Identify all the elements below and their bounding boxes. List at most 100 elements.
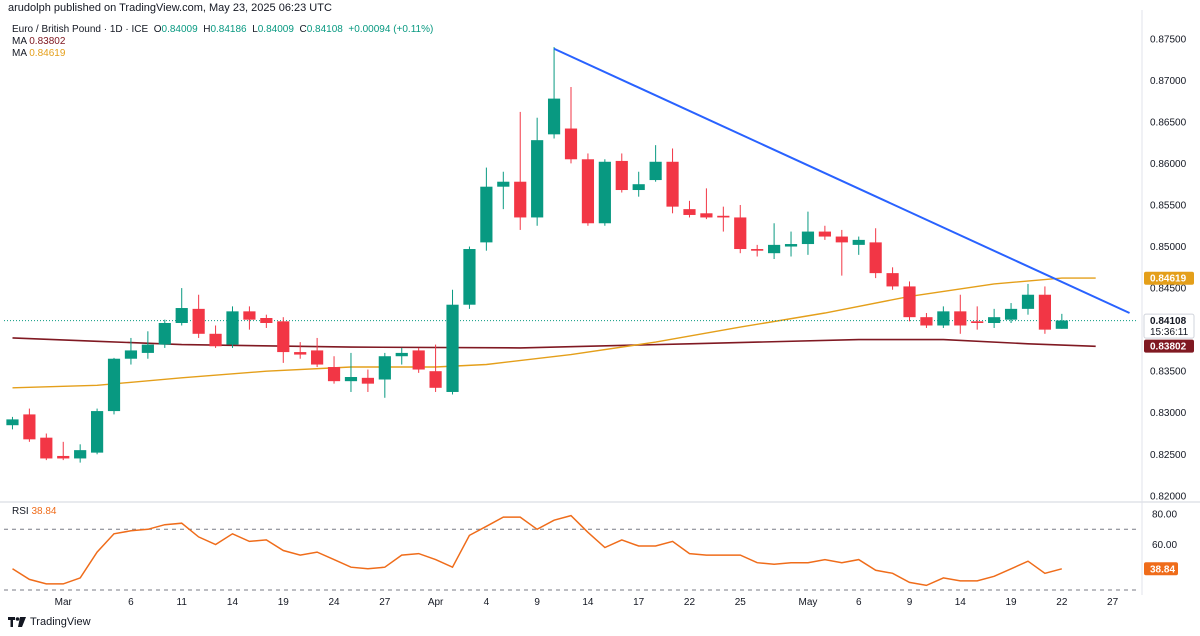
candle xyxy=(209,325,222,348)
candle xyxy=(294,342,307,359)
candle xyxy=(175,288,188,326)
rsi-tick-label: 80.00 xyxy=(1152,510,1177,521)
candle xyxy=(107,357,121,415)
time-tick-label: 22 xyxy=(1056,597,1068,608)
candle xyxy=(90,408,104,455)
open-label: O xyxy=(153,24,162,35)
candle xyxy=(564,86,578,164)
candle xyxy=(226,306,239,348)
time-tick-label: 17 xyxy=(633,597,645,608)
rsi-tick-label: 60.00 xyxy=(1152,540,1177,551)
candle xyxy=(311,337,324,368)
time-tick-label: 4 xyxy=(484,597,490,608)
candle xyxy=(74,444,87,463)
price-badge-ma1: 0.83802 xyxy=(1144,339,1194,353)
candle-body xyxy=(497,181,510,187)
candle-body xyxy=(615,160,628,191)
candle-body xyxy=(1021,294,1035,309)
candle-body xyxy=(90,411,104,453)
candle-body xyxy=(784,244,798,247)
price-axis: 0.820000.825000.830000.835000.840000.845… xyxy=(1150,34,1187,502)
ma2-value: 0.84619 xyxy=(29,48,66,59)
candle-body xyxy=(531,140,544,218)
candle-body xyxy=(751,249,764,251)
candle-body xyxy=(666,161,679,207)
candle xyxy=(954,294,967,334)
trendline-layer xyxy=(553,47,1130,314)
tradingview-logo-icon xyxy=(8,617,26,627)
candle-body xyxy=(564,128,578,160)
candle xyxy=(446,289,459,395)
candle-body xyxy=(344,377,358,382)
candle-body xyxy=(327,367,341,382)
candle xyxy=(649,145,662,182)
candle xyxy=(480,167,493,251)
candle-body xyxy=(886,273,899,287)
candle xyxy=(395,347,408,365)
time-tick-label: 9 xyxy=(907,597,913,608)
high-value: 0.84186 xyxy=(210,24,247,35)
candle-body xyxy=(903,286,916,318)
candle xyxy=(547,47,561,139)
time-tick-label: 27 xyxy=(1107,597,1119,608)
candle-body xyxy=(209,333,222,347)
price-tick-label: 0.85000 xyxy=(1150,242,1187,253)
candle-body xyxy=(818,231,831,237)
rsi-label: RSI xyxy=(12,506,29,517)
time-tick-label: Mar xyxy=(55,597,73,608)
candle-body xyxy=(107,358,121,412)
candle xyxy=(1055,313,1068,329)
candle xyxy=(717,206,730,232)
candle-body xyxy=(937,311,950,326)
time-tick-label: 9 xyxy=(534,597,540,608)
time-tick-label: 24 xyxy=(328,597,340,608)
candle xyxy=(801,211,815,255)
price-badge-bg xyxy=(1144,339,1194,353)
candle-body xyxy=(480,186,493,243)
time-tick-label: 11 xyxy=(177,597,188,608)
candle-body xyxy=(158,322,171,345)
candle-body xyxy=(226,311,239,345)
candle xyxy=(988,308,1001,328)
low-value: 0.84009 xyxy=(257,24,294,35)
candle-body xyxy=(1055,320,1068,329)
time-axis: Mar 6 11 14 19 24 27 Apr 4 9 14 17 22 25 May 6 9 14 19 22 27 xyxy=(55,597,1119,608)
time-tick-label: 14 xyxy=(227,597,239,608)
candle-body xyxy=(378,356,391,380)
candle xyxy=(818,225,831,240)
candle-body xyxy=(23,414,36,440)
candle-body xyxy=(547,98,561,135)
time-tick-label: 6 xyxy=(128,597,134,608)
time-tick-label: May xyxy=(799,597,818,608)
candle xyxy=(6,416,19,430)
candle xyxy=(378,352,391,398)
candle xyxy=(852,236,865,255)
candle-body xyxy=(598,161,611,224)
publisher-line: arudolph published on TradingView.com, M… xyxy=(8,2,332,14)
candle xyxy=(463,246,476,309)
candle xyxy=(412,347,425,373)
ma1-value: 0.83802 xyxy=(29,36,66,47)
candle xyxy=(40,433,53,461)
candle-body xyxy=(57,455,70,459)
candle-body xyxy=(446,304,459,392)
candle-body xyxy=(632,184,645,191)
price-tick-label: 0.83500 xyxy=(1150,367,1187,378)
candle-body xyxy=(852,239,865,245)
candle-body xyxy=(768,244,781,254)
candle xyxy=(937,306,950,328)
candle xyxy=(903,281,916,322)
time-tick-label: 6 xyxy=(856,597,862,608)
candle xyxy=(734,204,747,254)
price-tick-label: 0.85500 xyxy=(1150,200,1187,211)
candle-body xyxy=(683,209,696,215)
footer-brand: TradingView xyxy=(30,616,91,628)
candle-body xyxy=(920,317,933,326)
candle xyxy=(124,337,138,365)
candle xyxy=(243,306,256,330)
candle-body xyxy=(429,371,442,388)
footer: TradingView xyxy=(8,616,91,628)
ma1-row: MA 0.83802 xyxy=(12,36,433,48)
